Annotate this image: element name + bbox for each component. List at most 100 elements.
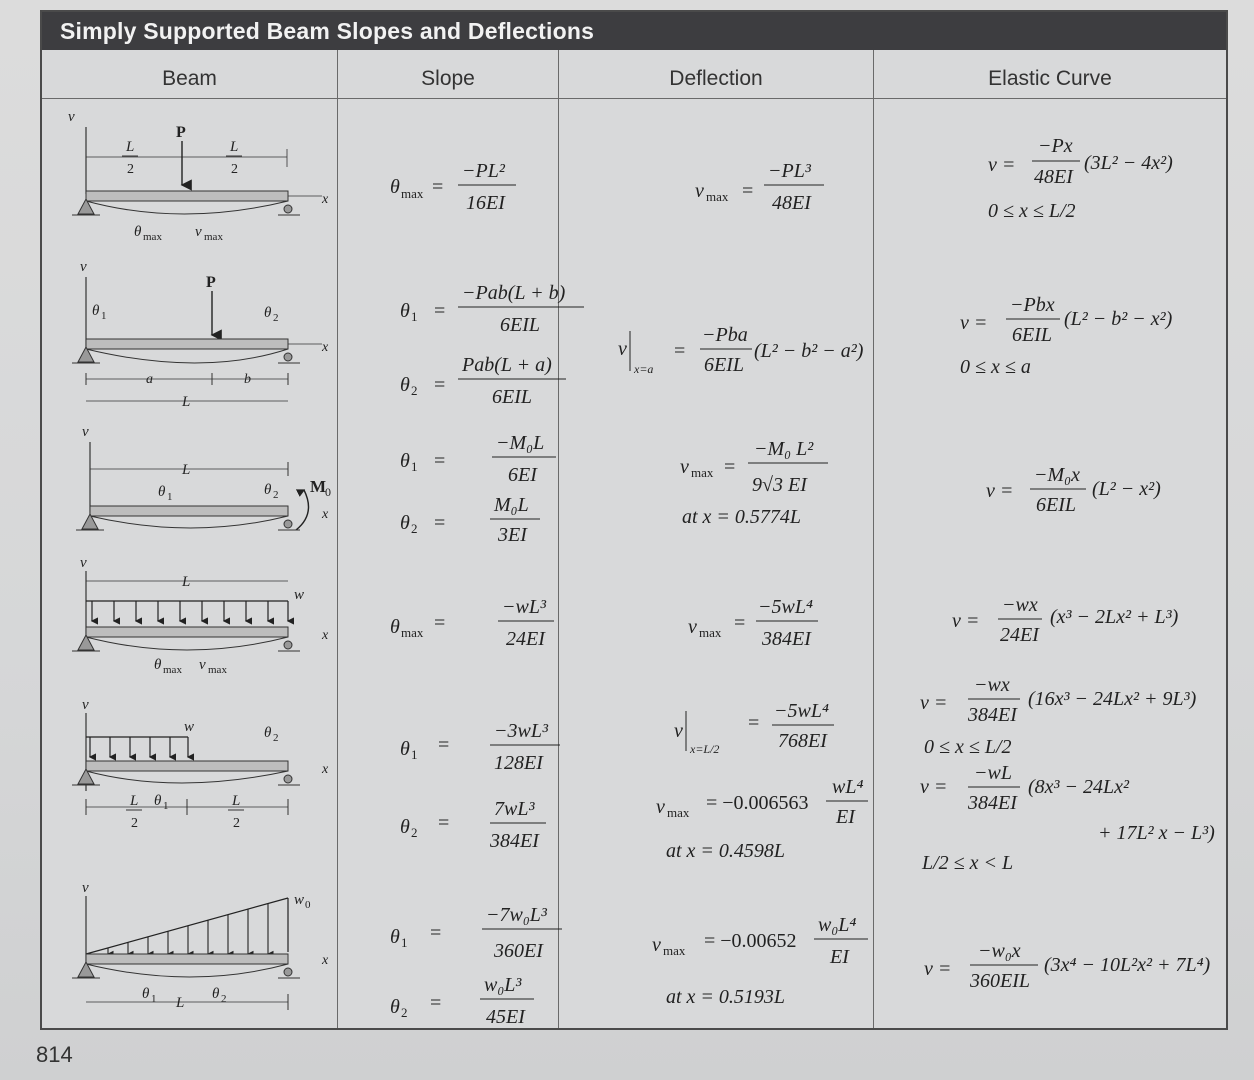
dim-b: b	[244, 372, 251, 387]
elastic-range-2: L/2 ≤ x < L	[921, 852, 1013, 874]
slope-sub: max	[401, 625, 424, 640]
axis-v: v	[80, 259, 87, 275]
v-symbol: v	[195, 224, 202, 240]
theta-1: θ	[154, 793, 162, 809]
defl-sub: max	[691, 465, 714, 480]
slope-symbol: θ	[400, 512, 410, 534]
defl-den: 768EI	[778, 730, 828, 752]
header-beam: Beam	[162, 67, 217, 90]
slope-den: 6EIL	[492, 386, 532, 408]
defl-max-num: wL⁴	[832, 776, 863, 798]
svg-text:=: =	[734, 612, 745, 634]
defl-rest: (L² − b² − a²)	[754, 340, 864, 362]
svg-text:=: =	[724, 456, 735, 478]
defl-at: at x = 0.4598L	[666, 840, 785, 862]
elastic-lhs: v =	[920, 692, 947, 714]
defl-symbol: v	[688, 616, 697, 638]
defl-max-symbol: v	[656, 796, 665, 818]
defl-den: 48EI	[772, 192, 812, 214]
dim-L: L	[231, 793, 240, 809]
elastic-rest: (L² − x²)	[1092, 478, 1161, 500]
slope-den: 360EI	[493, 940, 544, 962]
svg-text:=: =	[432, 176, 443, 198]
dim-L: L	[181, 394, 190, 410]
dim-2: 2	[231, 162, 238, 177]
row-3: θ 1 = −M₀L 6EI θ 2 = M₀L 3EI v max = −M₀…	[400, 432, 1161, 546]
dim-2: 2	[127, 162, 134, 177]
slope-num: −M₀L	[496, 432, 544, 454]
defl-sub: x=a	[633, 362, 653, 376]
slope-num: −3wL³	[494, 720, 549, 742]
defl-num: −5wL⁴	[758, 596, 813, 618]
load-P: P	[176, 124, 186, 141]
dim-L: L	[229, 139, 238, 155]
beam-4: v L w	[72, 555, 329, 676]
slope-sub: 1	[411, 459, 418, 474]
dim-L: L	[129, 793, 138, 809]
elastic-rest-3: + 17L² x − L³)	[1098, 822, 1215, 844]
slope-symbol: θ	[400, 738, 410, 760]
theta-2-sub: 2	[221, 993, 227, 1005]
elastic-rest: (16x³ − 24Lx² + 9L³)	[1028, 688, 1197, 710]
svg-text:=: =	[434, 612, 445, 634]
dim-2: 2	[131, 816, 138, 831]
slope-num: −wL³	[502, 596, 547, 618]
defl-den: 384EI	[761, 628, 812, 650]
slope-num: w₀L³	[484, 974, 522, 996]
slope-den: 45EI	[486, 1006, 526, 1028]
defl-max-sub: max	[667, 805, 690, 820]
header-deflection: Deflection	[669, 67, 763, 90]
slope-den: 3EI	[497, 524, 528, 546]
elastic-den: 6EIL	[1012, 324, 1052, 346]
axis-x: x	[321, 507, 329, 522]
beam-2: v P θ 1 θ 2 x a b	[72, 259, 329, 410]
header-elastic-curve: Elastic Curve	[988, 67, 1112, 90]
slope-den: 24EI	[506, 628, 546, 650]
axis-x: x	[321, 192, 329, 207]
elastic-rest: (L² − b² − x²)	[1064, 308, 1173, 330]
row-5: θ 1 = −3wL³ 128EI θ 2 = 7wL³ 384EI v x=L…	[400, 674, 1215, 874]
defl-at: at x = 0.5193L	[666, 986, 785, 1008]
dim-a: a	[146, 372, 153, 387]
load-w: w	[184, 719, 194, 735]
theta-sub: max	[163, 664, 182, 676]
elastic-den: 360EIL	[969, 970, 1030, 992]
slope-symbol: θ	[400, 450, 410, 472]
moment-M: M	[310, 477, 326, 496]
defl-max-den: EI	[835, 806, 856, 828]
formula-columns: θ max = −PL² 16EI v max = −PL³ 48EI v = …	[390, 135, 1215, 1028]
elastic-lhs: v =	[988, 154, 1015, 176]
defl-den: 6EIL	[704, 354, 744, 376]
dim-L: L	[181, 574, 190, 590]
svg-text:=: =	[434, 450, 445, 472]
svg-text:=: =	[434, 300, 445, 322]
defl-den: 9√3 EI	[752, 474, 808, 496]
axis-v: v	[82, 697, 89, 713]
elastic-lhs: v =	[986, 480, 1013, 502]
defl-num: −5wL⁴	[774, 700, 829, 722]
elastic-num: −Pbx	[1010, 294, 1055, 316]
elastic-lhs: v =	[952, 610, 979, 632]
elastic-den: 384EI	[967, 704, 1018, 726]
axis-x: x	[321, 340, 329, 355]
dim-L: L	[175, 995, 184, 1011]
slope-sub: 2	[411, 383, 418, 398]
theta-1-sub: 1	[167, 491, 173, 503]
slope-num: 7wL³	[494, 798, 535, 820]
elastic-lhs: v =	[960, 312, 987, 334]
slope-den: 384EI	[489, 830, 540, 852]
row-2: θ 1 = −Pab(L + b) 6EIL θ 2 = Pab(L + a) …	[400, 282, 1173, 408]
axis-x: x	[321, 628, 329, 643]
slope-sub: 2	[411, 825, 418, 840]
theta-2-sub: 2	[273, 312, 279, 324]
slope-symbol: θ	[390, 176, 400, 198]
svg-text:=: =	[434, 374, 445, 396]
elastic-den: 48EI	[1034, 166, 1074, 188]
v-sub: max	[204, 231, 223, 243]
slope-num: −Pab(L + b)	[462, 282, 566, 304]
v-sub: max	[208, 664, 227, 676]
defl-den: EI	[829, 946, 850, 968]
slope-sub: max	[401, 186, 424, 201]
defl-symbol: v	[695, 180, 704, 202]
slope-num: M₀L	[493, 494, 529, 516]
